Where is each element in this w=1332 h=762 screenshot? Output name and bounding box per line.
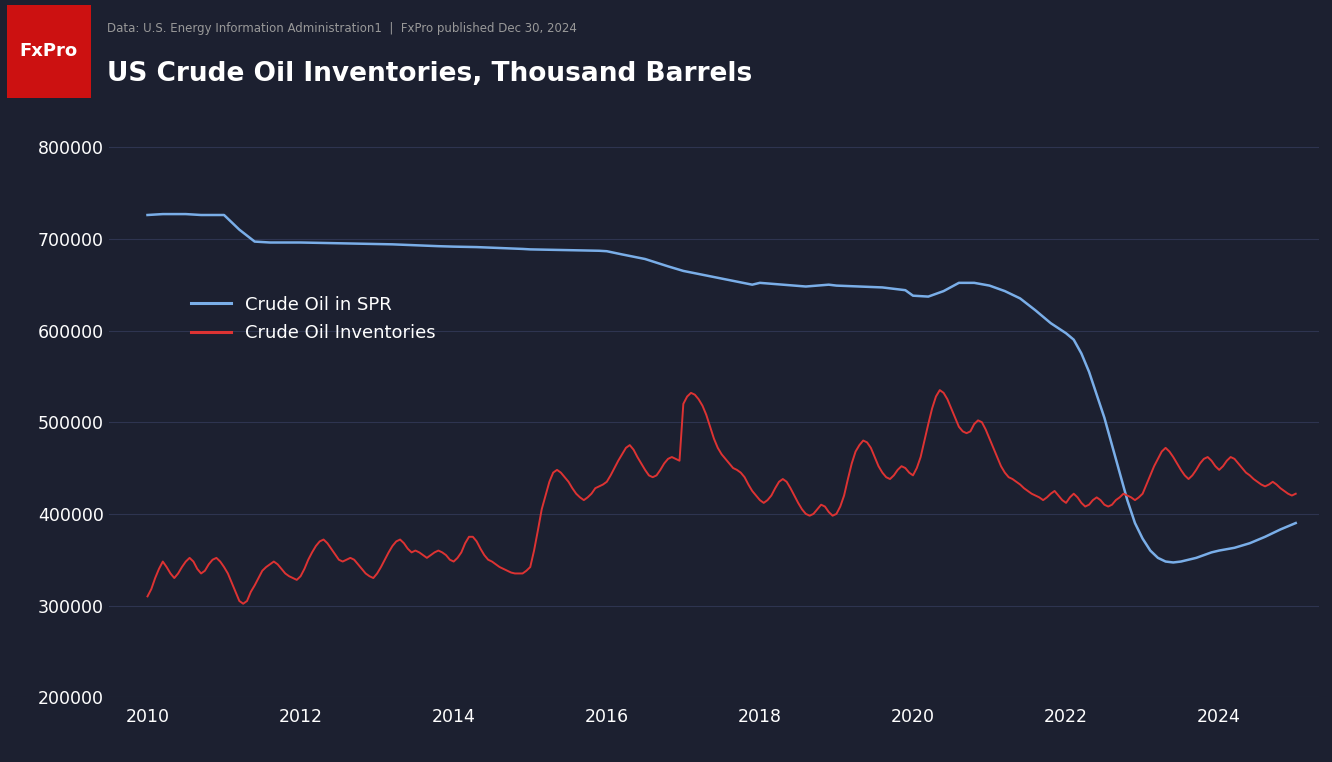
Bar: [7, 5, 91, 98]
Legend: Crude Oil in SPR, Crude Oil Inventories: Crude Oil in SPR, Crude Oil Inventories: [190, 296, 436, 342]
Text: US Crude Oil Inventories, Thousand Barrels: US Crude Oil Inventories, Thousand Barre…: [107, 61, 751, 87]
Text: FxPro: FxPro: [20, 43, 77, 60]
Text: Data: U.S. Energy Information Administration1  |  FxPro published Dec 30, 2024: Data: U.S. Energy Information Administra…: [107, 22, 577, 35]
